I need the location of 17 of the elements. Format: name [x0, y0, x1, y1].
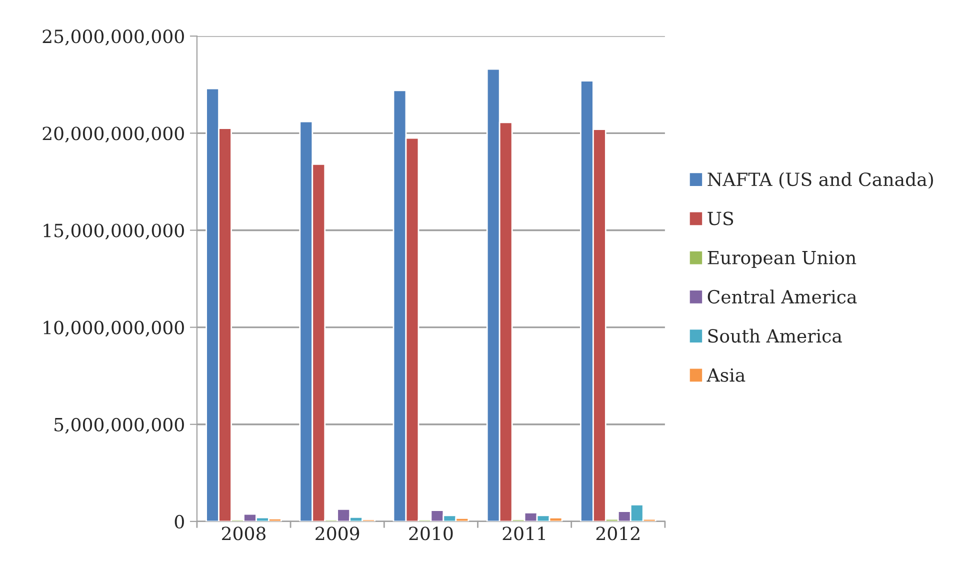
y-tick-label: 25,000,000,000 [42, 30, 184, 46]
x-tick-label: 2008 [222, 526, 266, 540]
legend-label: Central America [708, 290, 857, 304]
legend-label: Asia [706, 368, 746, 382]
legend-label: South America [708, 328, 842, 343]
y-tick-label: 5,000,000,000 [54, 418, 184, 434]
y-tick-label: 0 [174, 514, 184, 529]
y-tick-label: 10,000,000,000 [44, 320, 184, 337]
x-tick-label: 2012 [596, 526, 640, 540]
legend-label: NAFTA (US and Canada) [708, 172, 933, 189]
legend-label: US [708, 212, 734, 226]
x-tick-label: 2010 [409, 526, 453, 540]
y-tick-label: 15,000,000,000 [44, 224, 184, 240]
y-tick-label: 20,000,000,000 [42, 126, 184, 142]
legend-label: European Union [708, 250, 856, 268]
x-tick-label: 2011 [502, 526, 545, 540]
x-tick-label: 2009 [316, 526, 360, 540]
